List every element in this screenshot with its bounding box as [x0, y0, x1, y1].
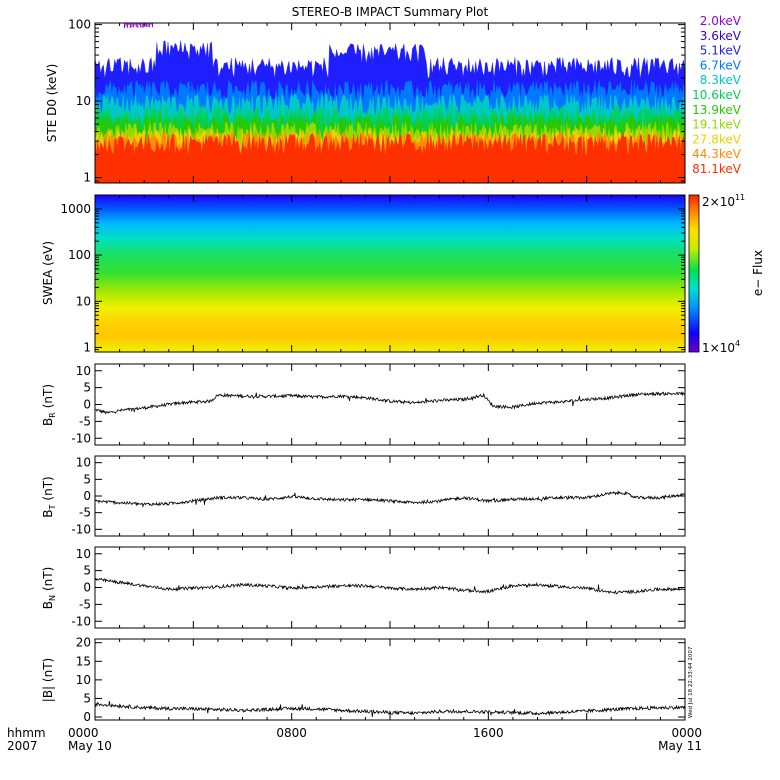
ytick-label: 0 [83, 489, 91, 503]
legend-8.3keV: 8.3keV [700, 73, 742, 87]
br-ylabel: BR(nT) [41, 384, 57, 426]
ytick-label: 10 [76, 294, 91, 308]
legend-19.1keV: 19.1keV [692, 118, 742, 132]
swea-panel: 1 10 100 1000 SWEA (eV) 2×1011 1×104 e− Flu… [41, 193, 765, 355]
ste-series-81.1keV [94, 133, 686, 184]
legend-44.3keV: 44.3keV [692, 147, 742, 161]
bt-line [94, 490, 686, 509]
time-tick-label: 1600 [473, 726, 504, 740]
bn-panel: -10 -5 0 5 10 BN(nT) [41, 546, 686, 629]
ytick-label: -10 [71, 522, 91, 536]
bmag-panel: 0 5 10 15 20 |B| (nT) Wed Jul 18 22:33:44 20… [41, 636, 694, 724]
time-axis-row1-label: hhmm [7, 726, 46, 740]
chart-title: STEREO-B IMPACT Summary Plot [292, 5, 489, 19]
swea-ylabel: SWEA (eV) [41, 241, 55, 305]
ytick-label: 100 [68, 18, 91, 32]
ytick-label: 10 [76, 364, 91, 378]
legend-3.6keV: 3.6keV [700, 29, 742, 43]
colorbar-min: 1×104 [702, 339, 740, 355]
time-tick-label: 0000 [671, 726, 702, 740]
ytick-label: -10 [71, 614, 91, 628]
ytick-label: 10 [76, 456, 91, 470]
bmag-ylabel: |B| (nT) [41, 658, 55, 702]
ste-panel: 1 10 100 STE D0 (keV) 2.0keV3.6keV5.1keV6.… [45, 14, 742, 185]
bt-panel: -10 -5 0 5 10 BT(nT) [41, 455, 686, 537]
colorbar-label: e− Flux [751, 250, 765, 296]
ytick-label: 10 [76, 547, 91, 561]
ytick-label: 0 [83, 581, 91, 595]
ytick-label: 10 [76, 673, 91, 687]
legend-6.7keV: 6.7keV [700, 58, 742, 72]
ste-legend: 2.0keV3.6keV5.1keV6.7keV8.3keV10.6keV13.… [692, 14, 742, 176]
ytick-label: -5 [79, 414, 91, 428]
ytick-label: 5 [83, 691, 91, 705]
ytick-label: 20 [76, 636, 91, 650]
br-yticks: -10 -5 0 5 10 [71, 364, 686, 445]
ste-series-group [94, 23, 686, 184]
legend-10.6keV: 10.6keV [692, 88, 742, 102]
ytick-label: 1 [83, 341, 91, 355]
bn-yticks: -10 -5 0 5 10 [71, 547, 686, 628]
bt-yticks: -10 -5 0 5 10 [71, 456, 686, 536]
ytick-label: -5 [79, 597, 91, 611]
ytick-label: 1 [83, 171, 91, 185]
ytick-label: -10 [71, 431, 91, 445]
ste-series-2.0keV [124, 23, 153, 29]
legend-2.0keV: 2.0keV [700, 14, 742, 28]
bn-ylabel: BN(nT) [41, 567, 57, 610]
legend-27.8keV: 27.8keV [692, 132, 742, 146]
ste-yticks: 1 10 100 [68, 18, 686, 185]
legend-13.9keV: 13.9keV [692, 103, 742, 117]
br-panel: -10 -5 0 5 10 BR(nT) [41, 363, 686, 446]
legend-81.1keV: 81.1keV [692, 162, 742, 176]
time-tick-date: May 11 [658, 739, 702, 753]
ytick-label: 0 [83, 710, 91, 724]
ytick-label: 100 [68, 248, 91, 262]
ytick-label: 15 [76, 654, 91, 668]
ytick-label: 10 [76, 94, 91, 108]
ytick-label: 5 [83, 564, 91, 578]
colorbar-frame [688, 194, 700, 353]
ytick-label: -5 [79, 506, 91, 520]
bmag-line [94, 701, 686, 717]
br-line [94, 391, 686, 415]
colorbar-max: 2×1011 [702, 193, 745, 209]
time-tick-label: 0000 [68, 726, 99, 740]
swea-heatmap [95, 195, 685, 352]
time-tick-label: 0800 [276, 726, 307, 740]
colorbar [689, 195, 699, 352]
swea-yticks: 1 10 100 1000 [60, 194, 686, 355]
bn-line [94, 577, 686, 595]
time-tick-date: May 10 [68, 739, 112, 753]
ste-ylabel: STE D0 (keV) [45, 64, 59, 143]
bt-ylabel: BT(nT) [41, 476, 57, 517]
ytick-label: 1000 [60, 202, 91, 216]
time-axis-row2-label: 2007 [7, 739, 38, 753]
timestamp: Wed Jul 18 22:33:44 2007 [688, 646, 694, 718]
ytick-label: 5 [83, 381, 91, 395]
bmag-yticks: 0 5 10 15 20 [76, 636, 686, 724]
ytick-label: 5 [83, 472, 91, 486]
legend-5.1keV: 5.1keV [700, 44, 742, 58]
ytick-label: 0 [83, 398, 91, 412]
